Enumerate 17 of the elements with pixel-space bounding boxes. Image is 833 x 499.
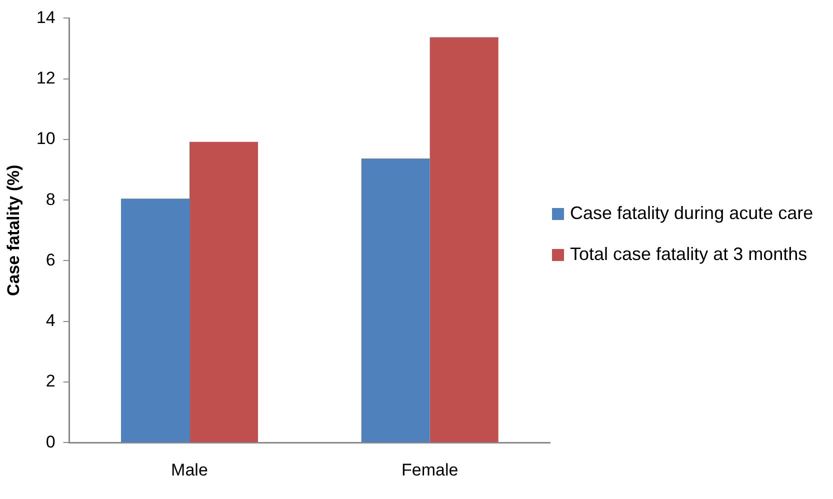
x-tick-label: Female (401, 460, 458, 480)
y-tick-label: 14 (36, 8, 56, 27)
y-tick-label: 2 (46, 372, 56, 391)
y-tick-label: 12 (36, 68, 56, 88)
bar (430, 37, 498, 442)
y-tick-label: 6 (46, 250, 56, 270)
y-tick-label: 0 (46, 432, 56, 452)
bar (120, 198, 190, 442)
legend-label: Case fatality during acute care (570, 202, 814, 225)
bar (361, 158, 430, 442)
bar (189, 142, 258, 442)
y-tick-label: 4 (46, 311, 56, 330)
y-axis-title: Case fatality (%) (4, 164, 23, 296)
y-tick-label: 10 (36, 129, 56, 148)
x-tick-label: Male (171, 460, 208, 480)
legend-label: Total case fatality at 3 months (570, 243, 808, 266)
y-tick-label: 8 (46, 190, 56, 209)
